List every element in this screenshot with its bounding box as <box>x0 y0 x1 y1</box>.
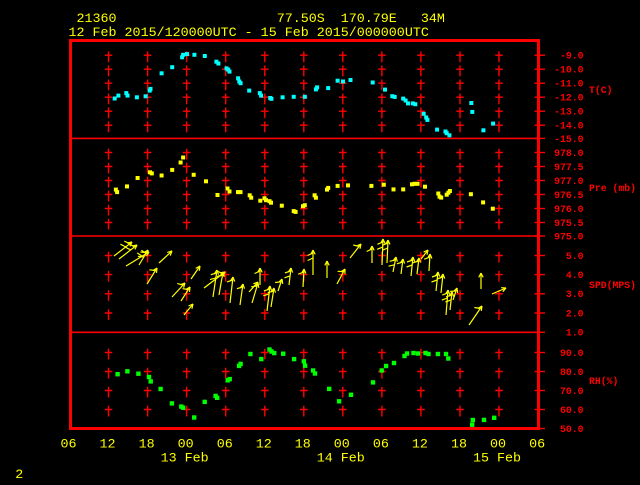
svg-text:18: 18 <box>451 438 467 453</box>
svg-text:-15.0: -15.0 <box>554 134 584 145</box>
svg-text:18: 18 <box>139 438 155 453</box>
svg-text:3.0: 3.0 <box>566 289 584 300</box>
svg-text:00: 00 <box>178 438 194 453</box>
svg-text:-10.0: -10.0 <box>554 65 584 76</box>
svg-text:12: 12 <box>99 438 115 453</box>
svg-text:06: 06 <box>60 438 76 453</box>
svg-text:978.0: 978.0 <box>554 148 584 159</box>
svg-text:06: 06 <box>217 438 233 453</box>
svg-text:977.5: 977.5 <box>554 162 584 173</box>
svg-text:977.0: 977.0 <box>554 176 584 187</box>
svg-text:00: 00 <box>490 438 506 453</box>
svg-text:-9.0: -9.0 <box>560 51 584 62</box>
svg-text:975.5: 975.5 <box>554 218 584 229</box>
svg-text:12: 12 <box>412 438 428 453</box>
svg-text:976.5: 976.5 <box>554 190 584 201</box>
svg-text:21360 77.50: 21360 77.50S 170.79E 34M <box>69 12 445 27</box>
svg-text:-14.0: -14.0 <box>554 121 584 132</box>
svg-text:70.0: 70.0 <box>560 386 584 397</box>
svg-text:5.0: 5.0 <box>566 251 584 262</box>
svg-text:18: 18 <box>295 438 311 453</box>
svg-text:-12.0: -12.0 <box>554 93 584 104</box>
svg-text:90.0: 90.0 <box>560 348 584 359</box>
svg-text:80.0: 80.0 <box>560 367 584 378</box>
svg-text:-13.0: -13.0 <box>554 107 584 118</box>
svg-text:50.0: 50.0 <box>560 424 584 435</box>
svg-text:00: 00 <box>334 438 350 453</box>
svg-text:976.0: 976.0 <box>554 204 584 215</box>
svg-text:2.0: 2.0 <box>566 308 584 319</box>
svg-text:RH(%): RH(%) <box>589 376 618 387</box>
svg-text:-11.0: -11.0 <box>554 79 584 90</box>
svg-text:SPD(MPS): SPD(MPS) <box>589 280 636 291</box>
svg-text:2: 2 <box>15 468 23 480</box>
svg-text:06: 06 <box>529 438 545 453</box>
svg-text:4.0: 4.0 <box>566 270 584 281</box>
svg-text:Pre (mb): Pre (mb) <box>589 183 636 194</box>
svg-text:T(C): T(C) <box>589 85 613 96</box>
svg-text:06: 06 <box>373 438 389 453</box>
svg-text:13 Feb: 13 Feb <box>161 451 209 466</box>
svg-text:12 Feb 2015/120000UTC - 15 Feb: 12 Feb 2015/120000UTC - 15 Feb 2015/0000… <box>69 26 429 41</box>
svg-text:15 Feb: 15 Feb <box>473 451 521 466</box>
svg-text:12: 12 <box>256 438 272 453</box>
svg-text:1.0: 1.0 <box>566 328 584 339</box>
svg-text:975.0: 975.0 <box>554 231 584 242</box>
svg-text:14 Feb: 14 Feb <box>317 451 365 466</box>
svg-text:60.0: 60.0 <box>560 405 584 416</box>
